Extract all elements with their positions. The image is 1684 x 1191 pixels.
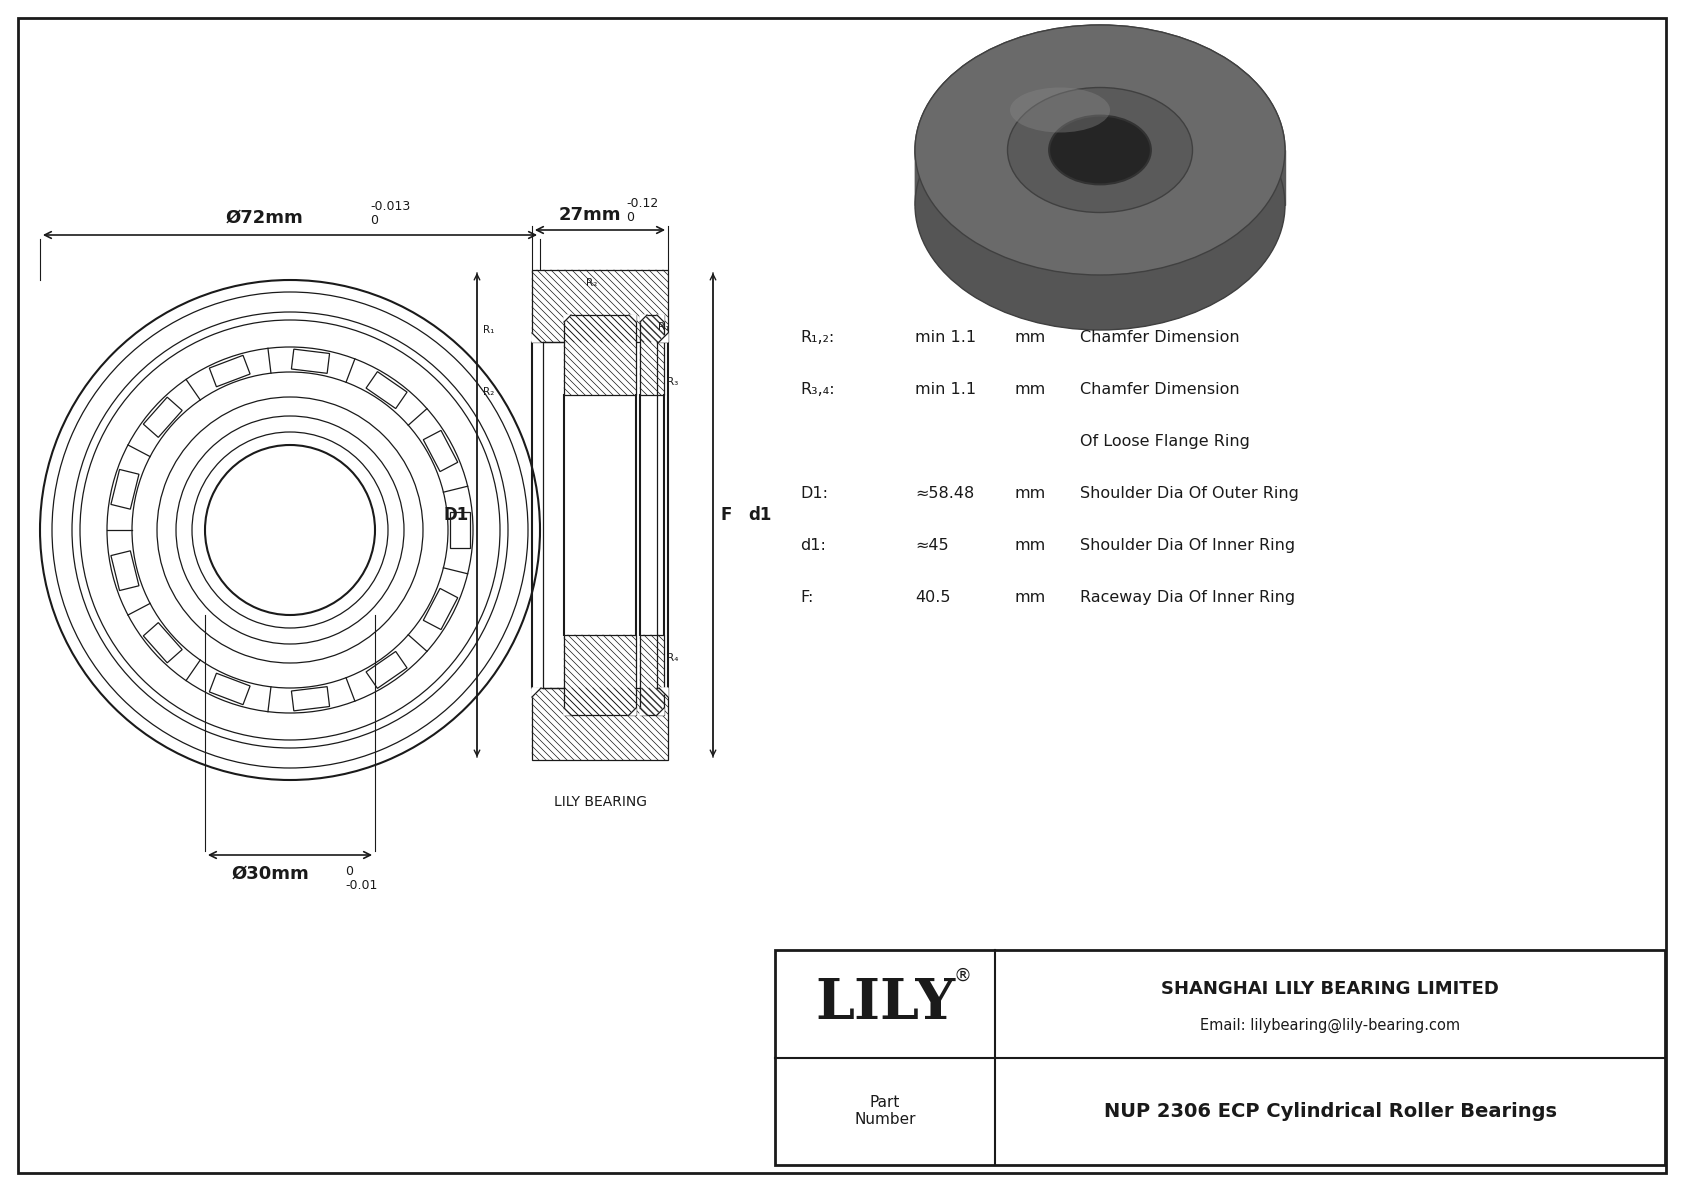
- Text: Part
Number: Part Number: [854, 1095, 916, 1128]
- Bar: [640, 314, 663, 395]
- Text: mm: mm: [1015, 486, 1046, 501]
- Polygon shape: [630, 707, 637, 715]
- Text: mm: mm: [1015, 382, 1046, 397]
- Text: ®: ®: [953, 967, 972, 985]
- Polygon shape: [564, 707, 571, 715]
- Polygon shape: [532, 688, 541, 697]
- Text: ≈58.48: ≈58.48: [914, 486, 975, 501]
- Ellipse shape: [914, 80, 1285, 330]
- Bar: [423, 430, 458, 472]
- Text: d1:: d1:: [800, 538, 825, 553]
- Polygon shape: [532, 333, 541, 342]
- Polygon shape: [630, 314, 637, 322]
- Text: R₂: R₂: [483, 387, 493, 397]
- Text: LILY: LILY: [815, 977, 955, 1031]
- Text: mm: mm: [1015, 590, 1046, 605]
- Bar: [365, 372, 408, 409]
- Ellipse shape: [1049, 116, 1150, 185]
- Text: 0: 0: [345, 865, 354, 878]
- Text: Raceway Dia Of Inner Ring: Raceway Dia Of Inner Ring: [1079, 590, 1295, 605]
- Text: 27mm: 27mm: [559, 206, 621, 224]
- Text: 40.5: 40.5: [914, 590, 950, 605]
- Text: -0.12: -0.12: [626, 197, 658, 210]
- Polygon shape: [914, 150, 1285, 205]
- Text: Of Loose Flange Ring: Of Loose Flange Ring: [1079, 434, 1250, 449]
- Text: R₄: R₄: [667, 653, 679, 663]
- Bar: [450, 512, 470, 548]
- Bar: [209, 673, 251, 705]
- Bar: [532, 270, 669, 342]
- Text: Ø30mm: Ø30mm: [231, 865, 308, 883]
- Text: -0.01: -0.01: [345, 879, 377, 892]
- Text: R₁: R₁: [483, 325, 493, 335]
- Bar: [111, 550, 140, 591]
- Text: min 1.1: min 1.1: [914, 382, 977, 397]
- Bar: [291, 349, 330, 373]
- Ellipse shape: [914, 25, 1285, 275]
- Polygon shape: [658, 333, 669, 342]
- Bar: [564, 314, 637, 395]
- Text: F:: F:: [800, 590, 813, 605]
- Text: R₃: R₃: [667, 378, 679, 387]
- Bar: [291, 687, 330, 711]
- Text: Ø72mm: Ø72mm: [226, 208, 303, 227]
- Bar: [423, 588, 458, 630]
- Bar: [640, 635, 663, 715]
- Text: R₂: R₂: [586, 278, 598, 288]
- Polygon shape: [658, 688, 669, 697]
- Polygon shape: [657, 707, 663, 715]
- Text: mm: mm: [1015, 538, 1046, 553]
- Text: d1: d1: [748, 506, 771, 524]
- Polygon shape: [564, 314, 571, 322]
- Text: Chamfer Dimension: Chamfer Dimension: [1079, 330, 1239, 345]
- Bar: [564, 635, 637, 715]
- Text: -0.013: -0.013: [370, 200, 411, 213]
- Bar: [209, 355, 251, 387]
- Polygon shape: [640, 707, 647, 715]
- Ellipse shape: [1010, 87, 1110, 132]
- Ellipse shape: [914, 80, 1285, 330]
- Ellipse shape: [1007, 87, 1192, 212]
- Text: Shoulder Dia Of Inner Ring: Shoulder Dia Of Inner Ring: [1079, 538, 1295, 553]
- Text: SHANGHAI LILY BEARING LIMITED: SHANGHAI LILY BEARING LIMITED: [1160, 980, 1499, 998]
- Text: D1:: D1:: [800, 486, 829, 501]
- Text: ≈45: ≈45: [914, 538, 948, 553]
- Text: R₁,₂:: R₁,₂:: [800, 330, 834, 345]
- Bar: [365, 651, 408, 688]
- Text: NUP 2306 ECP Cylindrical Roller Bearings: NUP 2306 ECP Cylindrical Roller Bearings: [1103, 1102, 1556, 1121]
- Bar: [143, 397, 182, 437]
- Text: min 1.1: min 1.1: [914, 330, 977, 345]
- Text: D1: D1: [445, 506, 470, 524]
- Bar: [111, 469, 140, 510]
- Text: Shoulder Dia Of Outer Ring: Shoulder Dia Of Outer Ring: [1079, 486, 1298, 501]
- Bar: [775, 950, 1665, 1165]
- Text: LILY BEARING: LILY BEARING: [554, 796, 647, 809]
- Text: 0: 0: [626, 211, 633, 224]
- Polygon shape: [640, 314, 647, 322]
- Text: Email: lilybearing@lily-bearing.com: Email: lilybearing@lily-bearing.com: [1201, 1017, 1460, 1033]
- Bar: [532, 688, 669, 760]
- Text: 0: 0: [370, 214, 377, 227]
- Polygon shape: [657, 314, 663, 322]
- Text: F: F: [721, 506, 733, 524]
- Text: mm: mm: [1015, 330, 1046, 345]
- Bar: [143, 623, 182, 663]
- Text: R₁: R₁: [658, 322, 669, 332]
- Ellipse shape: [914, 25, 1285, 275]
- Text: R₃,₄:: R₃,₄:: [800, 382, 835, 397]
- Text: Chamfer Dimension: Chamfer Dimension: [1079, 382, 1239, 397]
